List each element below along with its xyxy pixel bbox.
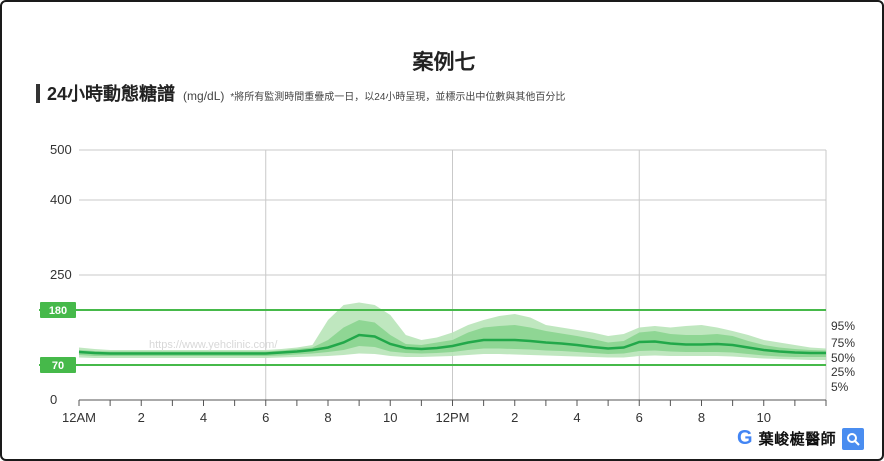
x-tick-label: 2 [511,410,518,425]
subtitle-bar-marker [36,83,40,103]
x-tick-label: 12AM [62,410,96,425]
band-25-75 [79,320,826,357]
x-tick-label: 12PM [436,410,470,425]
target-high-badge-label: 180 [49,305,67,317]
x-tick-label: 10 [757,410,771,425]
search-icon[interactable] [842,427,865,450]
google-logo-icon: G [737,427,753,449]
x-tick-label: 8 [324,410,331,425]
percentile-label: 5% [831,380,849,394]
x-tick-label: 6 [262,410,269,425]
percentile-label: 75% [831,336,855,350]
target-high-badge-box [40,302,76,318]
brand-logo[interactable]: G 葉峻榳醫師 [737,427,865,450]
subtitle-main: 24小時動態糖譜 [47,84,176,104]
percentile-label: 50% [831,351,855,365]
chart-subtitle: 24小時動態糖譜 (mg/dL) *將所有監測時間重疊成一日，以24小時呈現，並… [36,80,565,106]
subtitle-note: *將所有監測時間重疊成一日，以24小時呈現，並標示出中位數與其他百分比 [230,92,566,103]
target-low-badge-box [40,357,76,373]
y-tick-label: 250 [50,267,72,282]
watermark-url: https://www.yehclinic.com/ [149,339,278,351]
y-tick-label: 500 [50,142,72,157]
y-tick-label: 400 [50,192,72,207]
x-tick-label: 10 [383,410,397,425]
x-tick-label: 4 [200,410,207,425]
y-tick-label: 0 [50,392,57,407]
percentile-label: 25% [831,365,855,379]
x-tick-label: 6 [636,410,643,425]
chart-title: 案例七 [412,51,476,74]
x-tick-label: 2 [138,410,145,425]
brand-name: 葉峻榳醫師 [758,431,837,448]
x-tick-label: 4 [573,410,580,425]
target-low-badge-label: 70 [52,360,64,372]
x-tick-label: 8 [698,410,705,425]
percentile-label: 95% [831,319,855,333]
subtitle-unit: (mg/dL) [183,89,225,103]
median-line [78,333,826,355]
